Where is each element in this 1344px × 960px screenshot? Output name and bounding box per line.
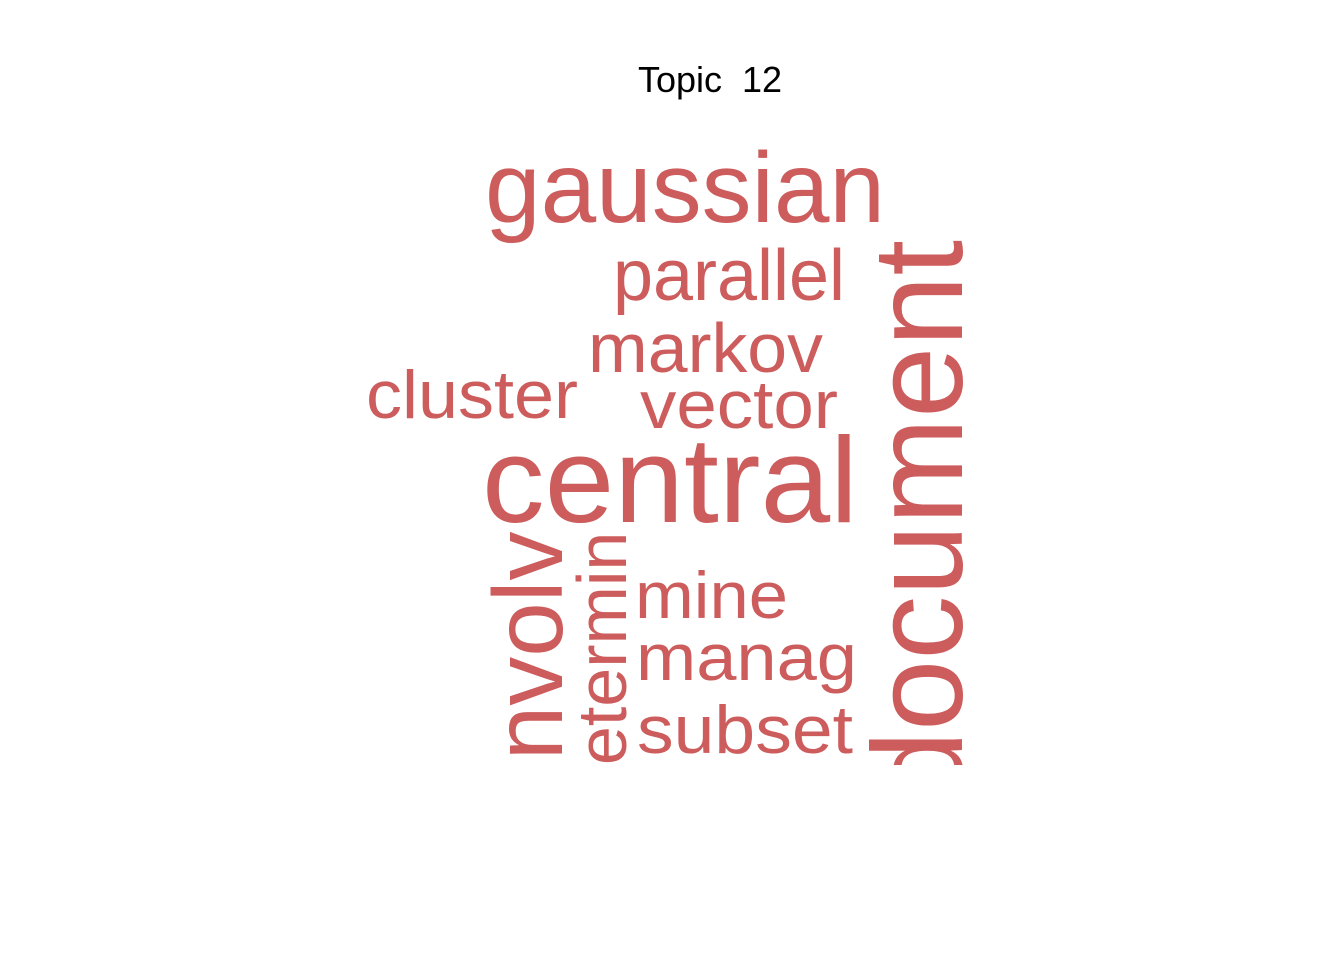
word: central xyxy=(482,412,858,548)
word: gaussian xyxy=(485,132,885,244)
word: parallel xyxy=(613,236,845,316)
word: involv xyxy=(473,531,583,782)
word: vector xyxy=(640,367,838,443)
word: manag xyxy=(636,620,857,694)
word: markov xyxy=(588,309,823,387)
word: document xyxy=(847,240,990,802)
word: subset xyxy=(637,692,853,768)
word: cluster xyxy=(366,357,578,433)
chart-title: Topic 12 xyxy=(638,59,782,100)
word: determin xyxy=(563,532,641,804)
word: mine xyxy=(635,558,788,632)
